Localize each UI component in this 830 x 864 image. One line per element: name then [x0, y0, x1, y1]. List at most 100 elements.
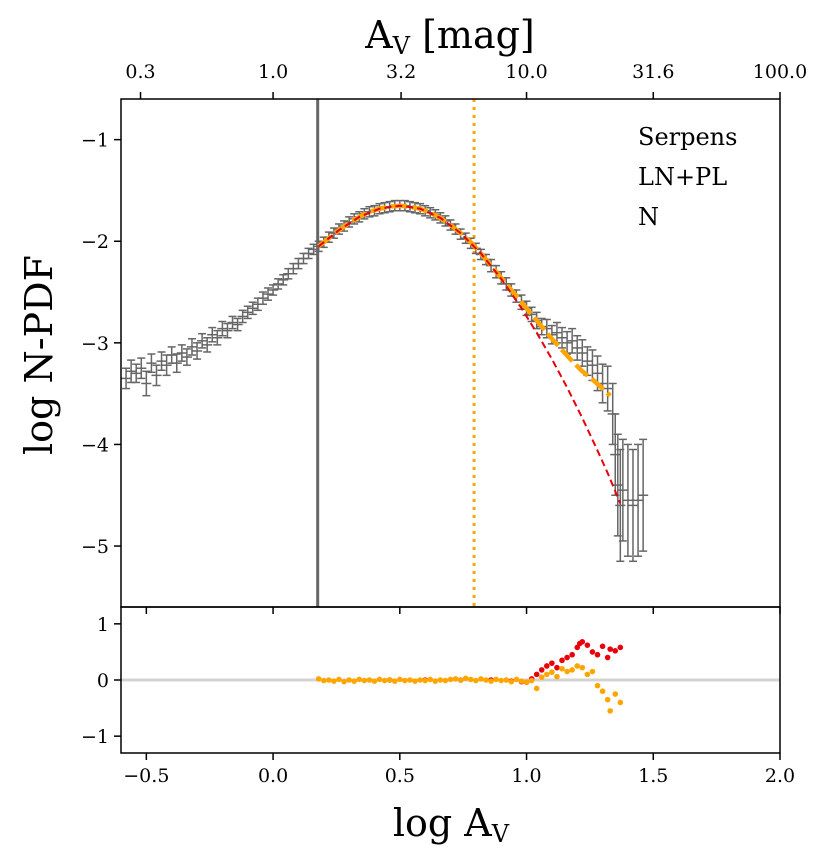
residual-y-tick-label: −1 — [81, 726, 109, 748]
legend-entry-model: LN+PL — [638, 163, 727, 191]
data-point — [268, 284, 279, 296]
residual-ln-point — [549, 660, 555, 666]
y-tick-label: −3 — [81, 333, 109, 355]
residual-ln-pl-point — [594, 682, 601, 689]
residual-ln-pl-point — [564, 668, 570, 675]
residual-panel: 1 0 −1 −0.5 0.0 0.5 1.0 1.5 2.0 — [81, 606, 795, 787]
residual-ln-pl-point — [589, 668, 596, 675]
residual-ln-pl-point — [508, 678, 515, 685]
residual-ln-pl-point — [320, 677, 327, 684]
data-point — [136, 357, 147, 380]
residual-ln-point — [584, 642, 591, 648]
residual-ln-pl-point — [554, 673, 560, 680]
residual-ln-pl-point — [607, 708, 613, 714]
residual-ln-pl-point — [599, 688, 606, 695]
residual-ln-pl-point — [467, 676, 474, 683]
residual-ln-pl-point — [569, 667, 575, 673]
top-x-tick-label: 31.6 — [632, 61, 674, 83]
data-point — [526, 306, 537, 323]
residual-ln-pl-point — [538, 674, 545, 680]
residual-ln-point — [604, 654, 611, 661]
residual-ln-pl-point — [381, 677, 388, 684]
residual-ln-pl-point — [493, 676, 499, 683]
x-tick-label: 0.0 — [258, 765, 288, 787]
ln-pl-fit-line — [317, 203, 612, 398]
residual-ln-pl-point — [346, 677, 352, 683]
data-point — [638, 438, 649, 552]
residual-ln-point — [617, 644, 624, 651]
residual-ln-pl-point — [397, 676, 403, 683]
residual-ln-point — [594, 651, 601, 658]
residual-ln-pl-point — [483, 677, 489, 683]
data-point — [141, 370, 152, 397]
data-point — [207, 326, 218, 343]
residual-ln-pl-point — [617, 699, 624, 706]
residual-ln-pl-point — [356, 676, 363, 683]
data-point — [577, 339, 588, 367]
data-point — [615, 448, 626, 563]
residual-ln-point — [554, 664, 560, 671]
x-tick-label: 0.5 — [385, 765, 415, 787]
residual-ln-point — [589, 649, 596, 655]
data-point — [161, 354, 172, 377]
residual-ln-pl-point — [407, 677, 413, 683]
residual-ln-pl-point — [523, 679, 530, 686]
data-point — [156, 351, 167, 372]
data-point — [202, 337, 213, 353]
residual-ln-point — [538, 667, 545, 673]
residual-ln-point — [599, 643, 606, 650]
residual-ln-pl-point — [422, 677, 428, 684]
residual-ln-pl-point — [503, 677, 510, 683]
top-axis-title: AV [mag] — [364, 13, 535, 60]
residual-ln-point — [559, 657, 565, 664]
residual-ln-point — [607, 646, 613, 652]
data-point — [197, 332, 208, 349]
residual-ln-pl-point — [427, 676, 434, 683]
residual-ln-pl-point — [331, 678, 337, 684]
residual-plot-area — [121, 639, 780, 714]
x-tick-label: 1.5 — [638, 765, 668, 787]
data-point — [191, 342, 203, 360]
main-panel: −1 −2 −3 −4 −5 0.3 1.0 3.2 10.0 31.6 100.0 — [81, 61, 807, 608]
residual-ln-pl-point — [513, 676, 520, 683]
data-point — [166, 346, 177, 364]
data-point — [171, 353, 182, 374]
data-point — [617, 438, 628, 542]
residual-ln-pl-point — [336, 676, 342, 683]
data-point — [622, 443, 633, 557]
x-tick-label: 1.0 — [511, 765, 541, 787]
data-point — [556, 326, 568, 349]
residual-ln-pl-point — [533, 685, 540, 692]
residual-ln-pl-point — [402, 677, 408, 684]
residual-ln-pl-point — [579, 664, 586, 671]
residual-ln-point — [544, 663, 550, 669]
residual-ln-pl-point — [376, 676, 383, 683]
residual-ln-pl-point — [604, 696, 611, 703]
main-plot-area — [121, 99, 649, 607]
residual-ln-pl-point — [412, 678, 418, 684]
residual-ln-pl-point — [442, 677, 449, 684]
residual-ln-pl-point — [366, 677, 373, 683]
residual-ln-point — [533, 671, 540, 678]
top-x-tick-label: 3.2 — [386, 61, 416, 83]
residual-ln-pl-point — [498, 677, 504, 684]
data-point — [237, 309, 248, 324]
top-x-tick-label: 100.0 — [753, 61, 807, 83]
data-point — [572, 334, 583, 361]
residual-ln-pl-point — [559, 665, 565, 672]
data-point — [181, 348, 192, 366]
residual-ln-pl-point — [452, 676, 459, 682]
residual-ln-pl-point — [518, 678, 525, 684]
residual-ln-point — [564, 654, 570, 661]
data-point — [602, 365, 613, 412]
x-tick-label: −0.5 — [123, 765, 169, 787]
residual-ln-pl-point — [528, 677, 535, 684]
residual-ln-pl-point — [462, 675, 469, 682]
residual-ln-pl-point — [457, 677, 464, 683]
residual-ln-pl-point — [447, 676, 454, 683]
residual-y-tick-label: 1 — [97, 614, 109, 636]
residual-ln-pl-point — [391, 678, 398, 684]
data-point — [146, 353, 157, 374]
x-axis-title: log AV — [393, 801, 510, 848]
